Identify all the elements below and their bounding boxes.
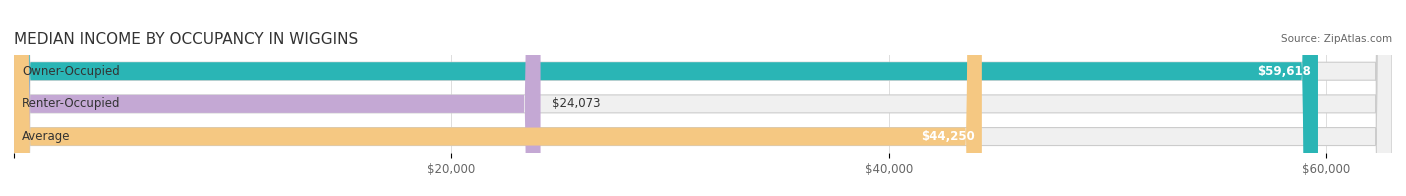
Text: Renter-Occupied: Renter-Occupied	[22, 97, 121, 110]
Text: Average: Average	[22, 130, 70, 143]
FancyBboxPatch shape	[14, 0, 1317, 196]
Text: $59,618: $59,618	[1257, 65, 1310, 78]
Text: Owner-Occupied: Owner-Occupied	[22, 65, 120, 78]
FancyBboxPatch shape	[14, 0, 1392, 196]
Text: $44,250: $44,250	[921, 130, 974, 143]
Text: $24,073: $24,073	[551, 97, 600, 110]
FancyBboxPatch shape	[14, 0, 540, 196]
Text: Source: ZipAtlas.com: Source: ZipAtlas.com	[1281, 34, 1392, 44]
FancyBboxPatch shape	[14, 0, 981, 196]
FancyBboxPatch shape	[14, 0, 1392, 196]
FancyBboxPatch shape	[14, 0, 1392, 196]
Text: MEDIAN INCOME BY OCCUPANCY IN WIGGINS: MEDIAN INCOME BY OCCUPANCY IN WIGGINS	[14, 32, 359, 47]
